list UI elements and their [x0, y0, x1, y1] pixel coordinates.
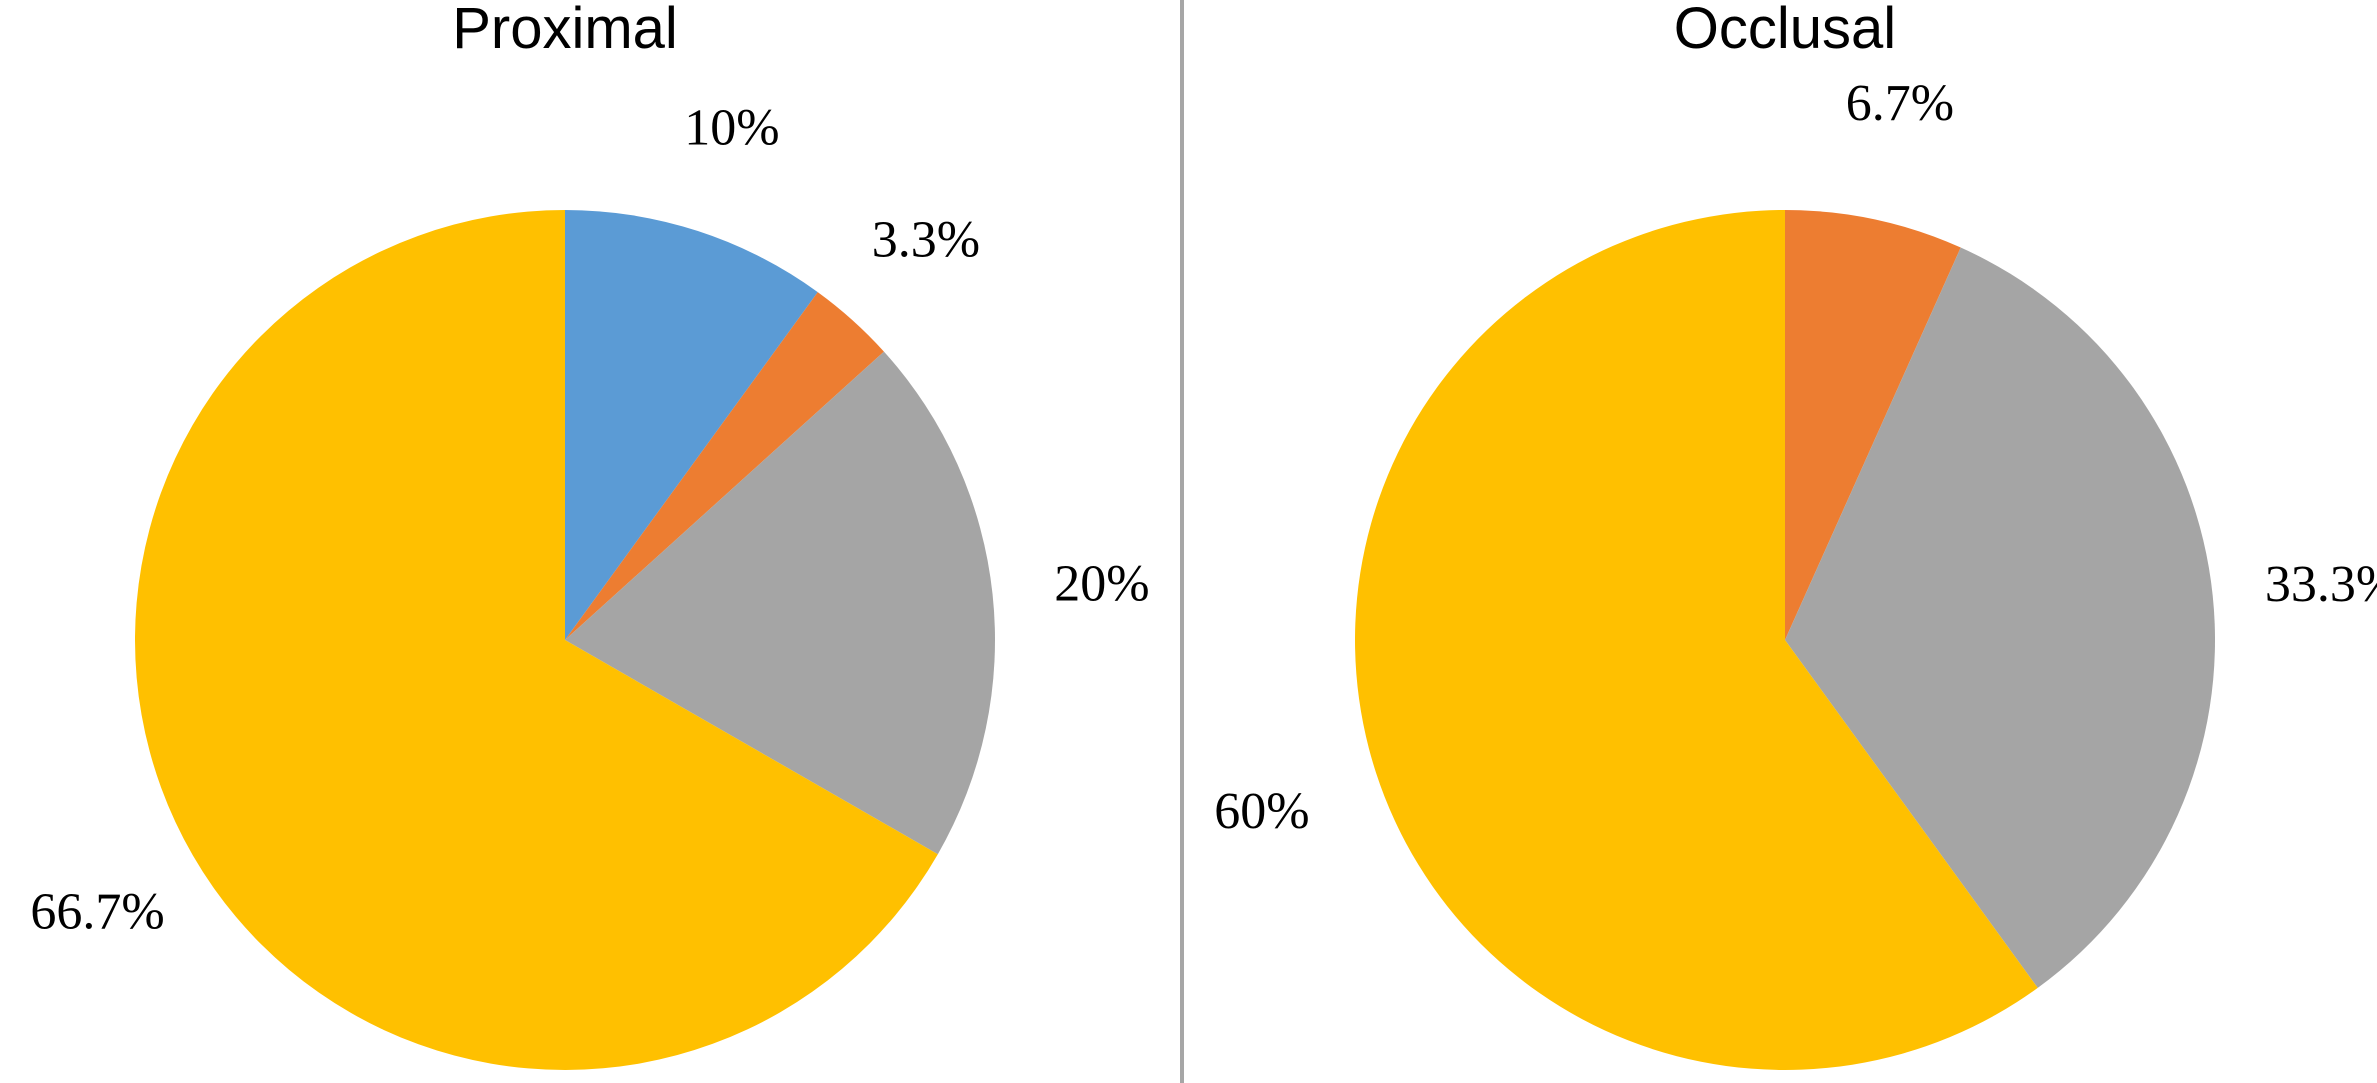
pie-labels-proximal: 10% 3.3% 20% 66.7% — [30, 99, 1149, 940]
pie-chart-occlusal: Occlusal 6.7% 33.3% 60% — [1214, 0, 2377, 1070]
pie-slice-occlusal-1 — [1785, 210, 1961, 640]
pie-slice-proximal-3 — [565, 351, 995, 855]
pie-slices-occlusal — [1355, 210, 2216, 1070]
pie-slice-occlusal-3 — [1355, 210, 2038, 1070]
pie-slices-proximal — [134, 210, 995, 1070]
pie-chart-proximal: Proximal 10% 3.3% 20% 66.7% — [30, 0, 1150, 1070]
pie-slice-proximal-1 — [565, 210, 818, 640]
chart-title-proximal: Proximal — [452, 0, 678, 61]
data-label-proximal-2: 3.3% — [872, 211, 980, 268]
pie-slice-proximal-4 — [134, 210, 938, 1070]
data-label-occlusal-1: 6.7% — [1846, 75, 1954, 132]
pie-labels-occlusal: 6.7% 33.3% 60% — [1214, 75, 2377, 840]
data-label-proximal-3: 20% — [1054, 555, 1149, 612]
data-label-proximal-1: 10% — [684, 99, 779, 156]
pie-slice-proximal-2 — [565, 292, 884, 640]
pie-slice-occlusal-2 — [1785, 247, 2216, 988]
chart-title-occlusal: Occlusal — [1674, 0, 1896, 61]
data-label-occlusal-3: 60% — [1214, 783, 1309, 840]
data-label-proximal-4: 66.7% — [30, 884, 164, 941]
data-label-occlusal-2: 33.3% — [2265, 556, 2377, 613]
